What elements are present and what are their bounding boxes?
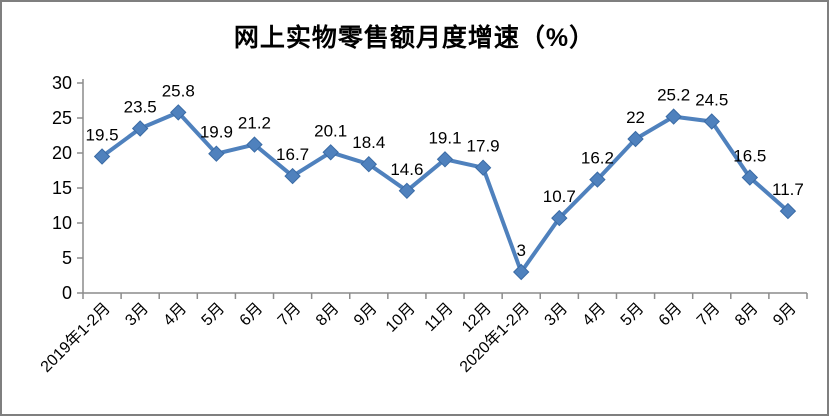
data-point-marker	[398, 182, 416, 200]
data-point-marker	[627, 130, 644, 148]
data-point-marker	[246, 136, 263, 153]
data-point-marker	[360, 155, 377, 173]
data-point-label: 16.7	[276, 145, 309, 164]
data-point-label: 16.2	[581, 149, 614, 168]
data-point-label: 17.9	[467, 137, 500, 156]
x-axis-category-label: 7月	[694, 300, 724, 330]
x-axis-category-label: 9月	[770, 300, 800, 330]
data-point-label: 19.1	[428, 128, 461, 147]
data-point-label: 11.7	[772, 180, 804, 199]
x-axis-category-label: 5月	[618, 300, 648, 330]
data-point-marker	[474, 159, 492, 176]
data-point-label: 25.2	[657, 86, 690, 105]
data-point-label: 21.2	[238, 114, 271, 133]
data-point-marker	[131, 120, 149, 137]
y-axis-tick-label: 25	[52, 108, 72, 128]
data-point-label: 25.8	[162, 81, 195, 100]
x-axis-category-label: 9月	[351, 300, 381, 330]
y-axis-tick-label: 15	[52, 178, 72, 198]
data-point-label: 16.5	[733, 147, 766, 166]
data-point-label: 19.9	[200, 123, 233, 142]
data-point-marker	[703, 113, 720, 130]
data-point-label: 18.4	[352, 133, 385, 152]
chart-title: 网上实物零售额月度增速（%）	[233, 24, 596, 52]
data-point-marker	[93, 148, 111, 165]
x-axis-category-label: 6月	[237, 300, 267, 330]
x-axis-category-label: 3月	[542, 300, 572, 330]
x-axis-category-label: 2019年1-2月	[37, 299, 114, 376]
data-point-label: 3	[516, 241, 525, 260]
data-point-marker	[551, 209, 568, 227]
x-axis-category-label: 8月	[313, 300, 343, 330]
data-point-label: 14.6	[390, 160, 423, 179]
data-point-marker	[665, 108, 682, 125]
data-point-label: 23.5	[124, 98, 157, 117]
x-axis-category-label: 2020年1-2月	[456, 299, 533, 376]
data-point-label: 19.5	[86, 126, 119, 145]
x-axis-category-label: 7月	[275, 300, 305, 330]
data-point-label: 22	[626, 108, 645, 127]
y-axis-tick-label: 10	[52, 213, 72, 233]
data-point-marker	[170, 104, 187, 121]
data-point-marker	[779, 202, 797, 220]
data-point-label: 10.7	[543, 187, 576, 206]
data-point-marker	[208, 145, 225, 162]
y-axis-tick-label: 30	[52, 73, 72, 93]
data-point-marker	[513, 263, 530, 281]
y-axis-tick-label: 5	[62, 248, 72, 268]
x-axis-category-label: 11月	[422, 300, 457, 335]
data-point-marker	[589, 171, 606, 188]
data-point-label: 24.5	[695, 91, 728, 110]
data-point-label: 20.1	[314, 121, 347, 140]
data-point-marker	[322, 144, 339, 161]
data-point-marker	[741, 169, 759, 186]
x-axis-category-label: 5月	[199, 300, 229, 330]
x-axis-category-label: 6月	[656, 300, 686, 330]
x-axis-category-label: 3月	[122, 300, 152, 330]
data-point-marker	[436, 151, 454, 168]
y-axis-tick-label: 0	[62, 283, 72, 303]
x-axis-category-label: 8月	[732, 300, 762, 330]
x-axis-category-label: 10月	[383, 300, 419, 336]
x-axis-category-label: 4月	[160, 300, 190, 330]
y-axis-tick-label: 20	[52, 143, 72, 163]
data-point-marker	[284, 167, 301, 185]
x-axis-category-label: 4月	[580, 300, 610, 330]
